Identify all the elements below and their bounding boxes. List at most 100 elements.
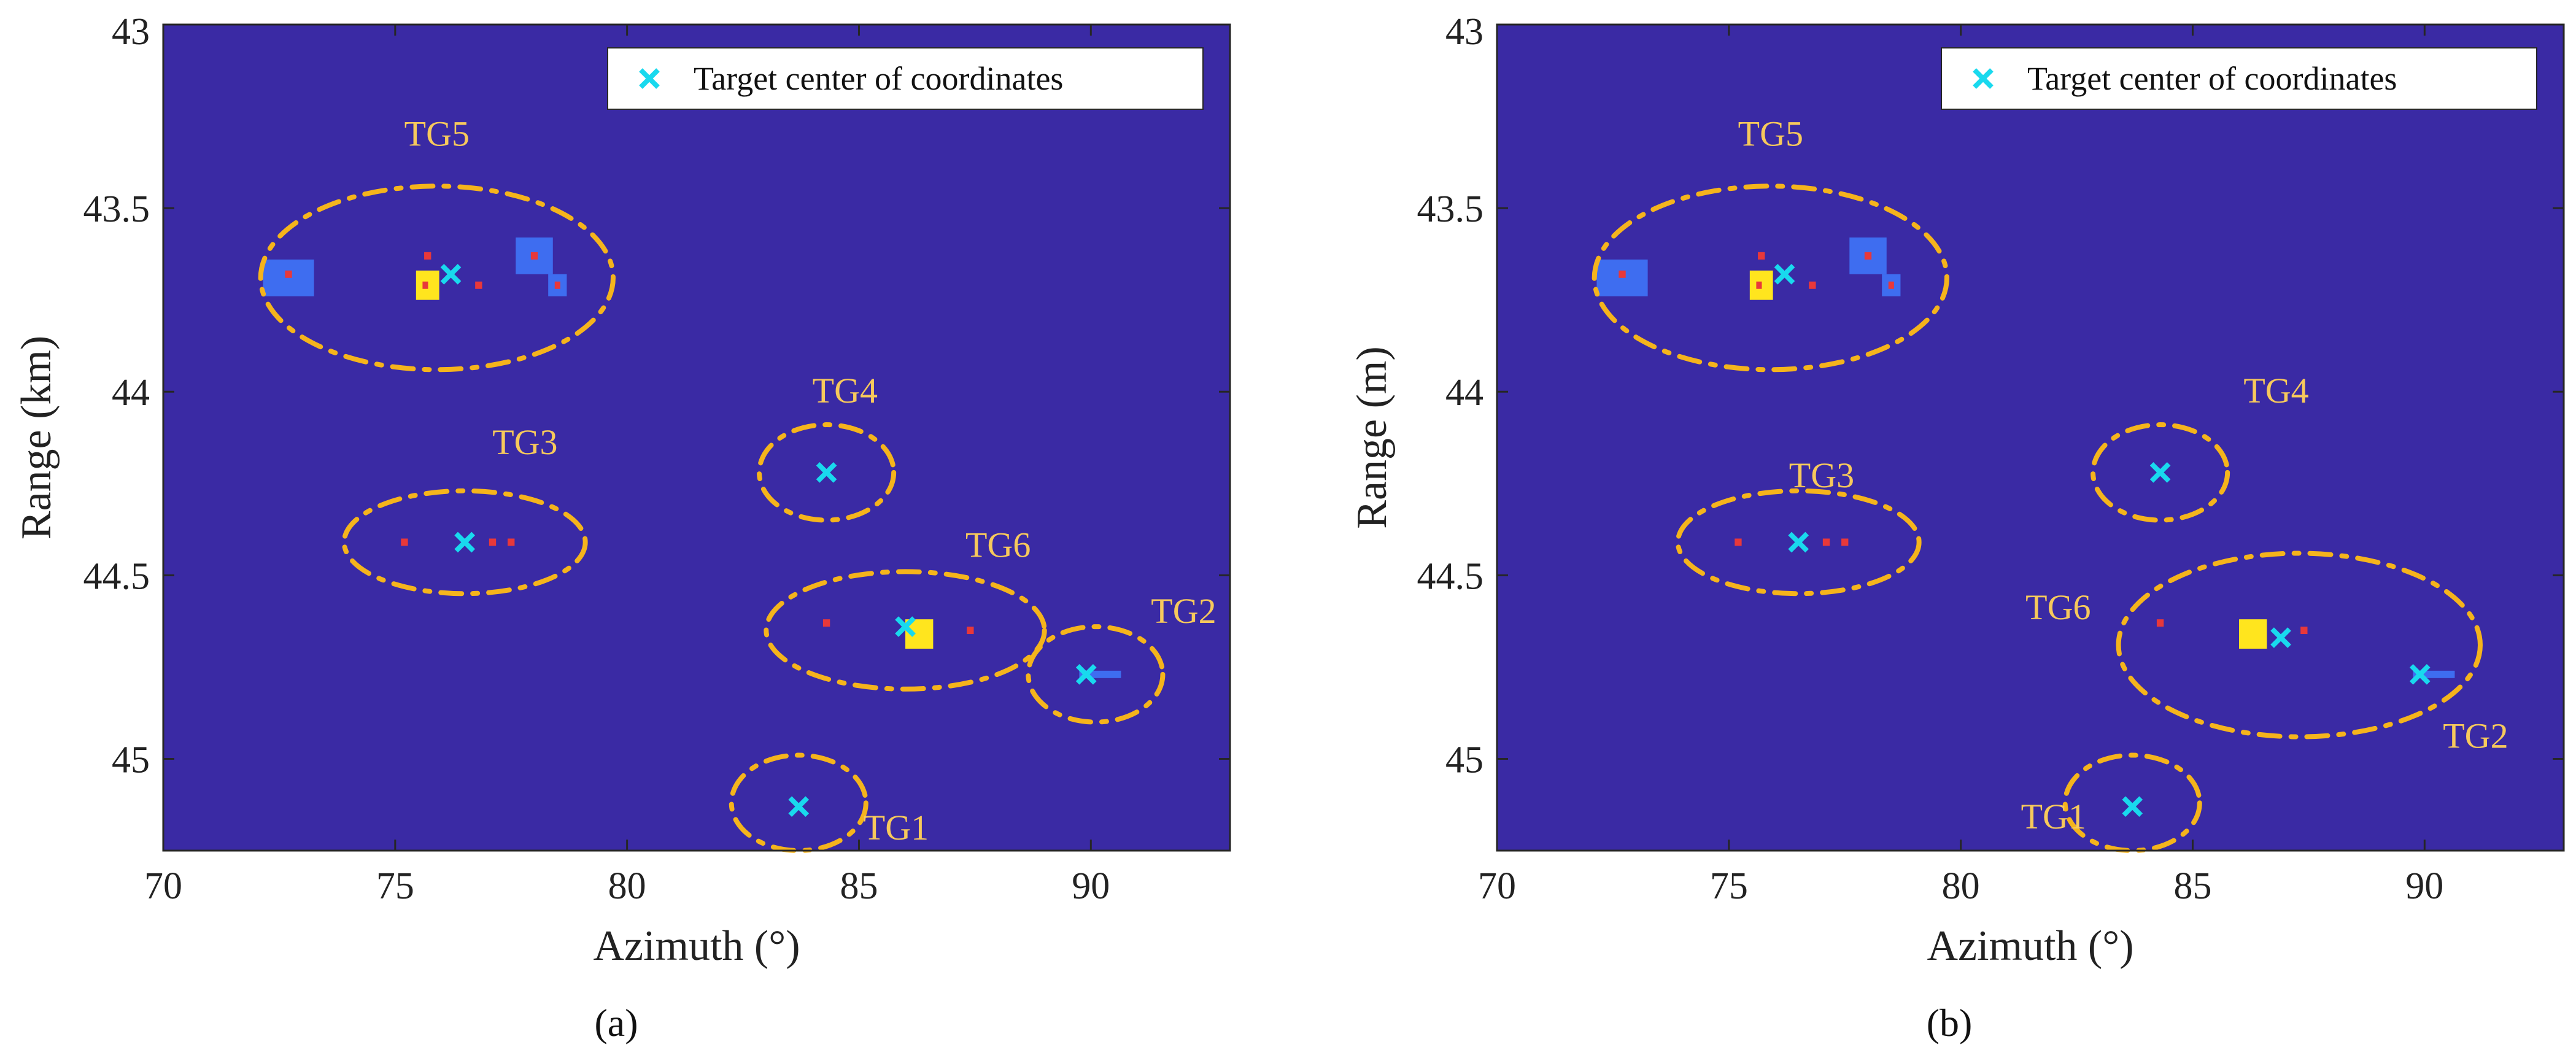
target-center-marker bbox=[788, 796, 810, 817]
group-label-tg5: TG5 bbox=[1738, 114, 1803, 153]
group-ellipse-tg3 bbox=[1675, 488, 1922, 597]
y-axis-label: Range (km) bbox=[13, 336, 60, 539]
y-tick-label: 45 bbox=[1445, 739, 1483, 781]
target-center-marker bbox=[440, 263, 462, 285]
group-ellipse-tg4 bbox=[2091, 422, 2230, 523]
group-label-tg5: TG5 bbox=[404, 114, 470, 153]
target-blob-red bbox=[1809, 281, 1816, 289]
target-blob-red bbox=[475, 281, 482, 289]
target-center-marker bbox=[895, 616, 916, 637]
target-blob-red bbox=[1735, 538, 1742, 546]
target-center-marker bbox=[2149, 462, 2171, 483]
x-tick-label: 70 bbox=[1478, 865, 1516, 907]
group-label-tg4: TG4 bbox=[813, 371, 878, 411]
target-blob-red bbox=[1758, 252, 1765, 260]
target-blob-red bbox=[1841, 538, 1849, 546]
target-blob-red bbox=[2300, 627, 2308, 635]
target-blob-yellow bbox=[2239, 619, 2267, 649]
legend-label: Target center of coordinates bbox=[2027, 60, 2397, 97]
y-axis-label: Range (m) bbox=[1348, 346, 1396, 528]
target-blob-red bbox=[401, 538, 408, 546]
target-blob-red bbox=[489, 538, 497, 546]
target-blob-red bbox=[1756, 281, 1762, 289]
y-tick-label: 44 bbox=[1445, 372, 1483, 414]
group-ellipse-tg6 bbox=[764, 569, 1047, 692]
legend-box bbox=[1941, 47, 2537, 110]
target-center-marker bbox=[2409, 664, 2431, 685]
y-tick-label: 43 bbox=[1445, 11, 1483, 53]
target-blob-red bbox=[285, 270, 292, 278]
x-tick-label: 80 bbox=[608, 865, 646, 907]
target-blob-red bbox=[2156, 619, 2164, 627]
legend-marker-icon bbox=[639, 68, 660, 89]
target-blob-red bbox=[1888, 281, 1894, 289]
x-tick-label: 75 bbox=[376, 865, 414, 907]
group-ellipse-tg6 bbox=[2116, 551, 2483, 740]
target-center-marker bbox=[2270, 627, 2291, 648]
x-axis-label: Azimuth (°) bbox=[593, 922, 800, 970]
group-label-tg1: TG1 bbox=[864, 808, 929, 848]
axes-box bbox=[1496, 23, 2565, 852]
target-blob-red bbox=[422, 281, 428, 289]
group-ellipse-tg2 bbox=[1026, 624, 1166, 725]
target-center-marker bbox=[1075, 664, 1097, 685]
target-center-marker bbox=[816, 462, 837, 483]
x-tick-label: 80 bbox=[1942, 865, 1980, 907]
legend-box bbox=[607, 47, 1204, 110]
y-tick-label: 43.5 bbox=[1417, 188, 1484, 230]
x-tick-label: 70 bbox=[144, 865, 182, 907]
x-tick-label: 85 bbox=[840, 865, 878, 907]
y-tick-label: 44.5 bbox=[83, 555, 150, 597]
target-blob-blue bbox=[1079, 670, 1121, 678]
group-label-tg6: TG6 bbox=[965, 525, 1031, 565]
group-label-tg3: TG3 bbox=[1789, 455, 1854, 495]
target-blob-red bbox=[424, 252, 431, 260]
group-ellipse-tg1 bbox=[729, 752, 868, 853]
y-tick-label: 43.5 bbox=[83, 188, 150, 230]
panel-b: TG5 TG3 TG4 TG6 TG2 TG1 70 75 80 85 90 43 43.5 44 44.5… bbox=[1348, 11, 2565, 1045]
y-tick-label: 44.5 bbox=[1417, 555, 1484, 597]
x-axis-label: Azimuth (°) bbox=[1927, 922, 2133, 970]
target-center-marker bbox=[454, 531, 476, 553]
group-label-tg2: TG2 bbox=[1151, 591, 1216, 631]
group-label-tg6: TG6 bbox=[2025, 587, 2091, 627]
group-label-tg1: TG1 bbox=[2021, 797, 2086, 836]
legend: Target center of coordinates bbox=[1941, 47, 2537, 110]
target-blob-red bbox=[967, 627, 974, 635]
group-ellipse-tg5 bbox=[258, 184, 616, 373]
target-blob-red bbox=[1822, 538, 1830, 546]
legend-label: Target center of coordinates bbox=[694, 60, 1063, 97]
legend: Target center of coordinates bbox=[607, 47, 1204, 110]
y-tick-label: 43 bbox=[112, 11, 150, 53]
y-tick-label: 45 bbox=[112, 739, 150, 781]
target-blob-red bbox=[508, 538, 515, 546]
panel-label: (a) bbox=[594, 1001, 638, 1045]
target-blob-red bbox=[1619, 270, 1626, 278]
target-blob-red bbox=[554, 281, 560, 289]
group-ellipse-tg4 bbox=[757, 422, 897, 523]
target-blob-red bbox=[1864, 252, 1872, 260]
plot-background bbox=[1497, 25, 2564, 851]
y-tick-label: 44 bbox=[112, 372, 150, 414]
group-ellipse-tg1 bbox=[2062, 752, 2202, 853]
target-center-marker bbox=[1788, 531, 1809, 553]
group-label-tg4: TG4 bbox=[2243, 371, 2308, 411]
group-label-tg3: TG3 bbox=[492, 422, 557, 462]
x-tick-label: 90 bbox=[1072, 865, 1110, 907]
axes-box bbox=[162, 23, 1231, 852]
x-tick-label: 75 bbox=[1710, 865, 1748, 907]
legend-marker-icon bbox=[1973, 68, 1994, 89]
panel-label: (b) bbox=[1927, 1001, 1973, 1045]
plot-background bbox=[163, 25, 1230, 851]
target-center-marker bbox=[2122, 796, 2143, 817]
target-center-marker bbox=[1774, 263, 1795, 285]
group-label-tg2: TG2 bbox=[2443, 716, 2508, 755]
target-blob-red bbox=[822, 619, 830, 627]
group-ellipse-tg3 bbox=[341, 488, 588, 597]
panel-a: TG5 TG3 TG4 TG6 TG2 TG1 70 75 80 85 90 43 43.5 44 44.5… bbox=[13, 11, 1231, 1045]
target-blob-blue bbox=[2413, 670, 2455, 678]
x-tick-label: 90 bbox=[2405, 865, 2443, 907]
target-blob-red bbox=[530, 252, 538, 260]
x-tick-label: 85 bbox=[2173, 865, 2211, 907]
